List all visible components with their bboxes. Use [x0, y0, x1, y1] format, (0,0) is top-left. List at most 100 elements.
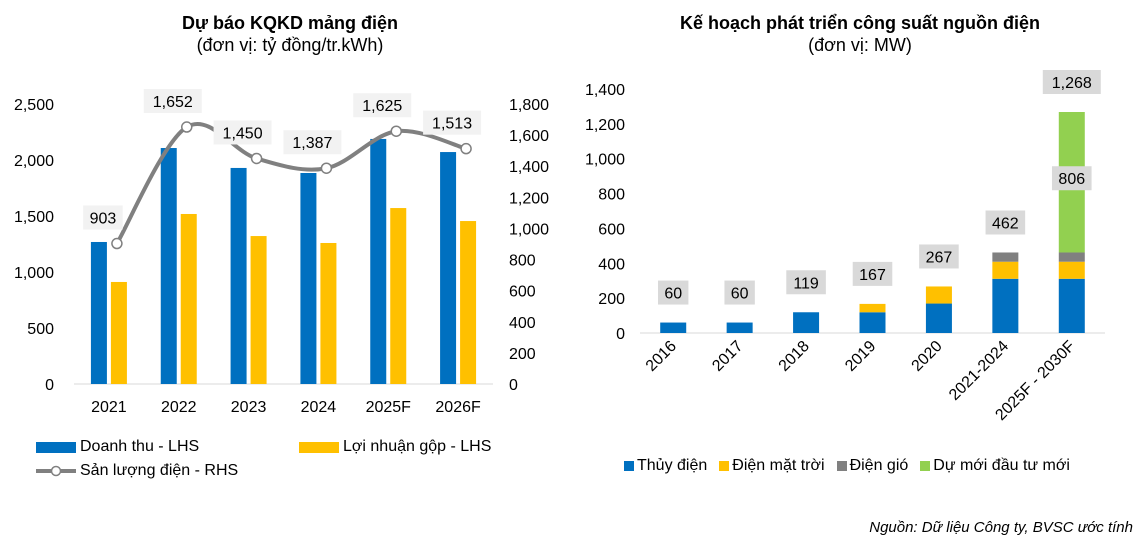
x-tick-label: 2024 [301, 399, 337, 416]
line-output-data-label-bg [213, 120, 272, 145]
right-y-tick-label: 200 [509, 346, 536, 363]
right-chart-y-tick-label: 400 [598, 256, 625, 273]
bar-gross-profit [320, 242, 337, 384]
line-output-point [320, 162, 333, 174]
total-data-label: 167 [859, 267, 886, 284]
legend-swatch-revenue [36, 441, 76, 453]
left-chart-title-text: Dự báo KQKD mảng điện [181, 13, 399, 33]
left-y-tick-label: 2,500 [14, 97, 54, 114]
line-output-data-label-bg [353, 93, 412, 118]
total-data-label: 60 [731, 286, 749, 303]
bar-segment-hydro [1058, 278, 1085, 333]
bar-segment-hydro [793, 312, 820, 333]
bar-segment-solar [992, 261, 1019, 279]
line-output-point [460, 142, 472, 155]
total-data-label: 462 [992, 215, 1019, 232]
bar-revenue [300, 172, 317, 384]
bar-gross-profit [390, 208, 407, 384]
x-tick-label: 2023 [231, 399, 267, 416]
right-x-tick-label: 2019 [842, 338, 879, 375]
bar-segment-hydro [660, 322, 687, 333]
right-y-tick-label: 1,200 [509, 190, 549, 207]
line-output-data-label: 903 [90, 211, 117, 228]
bar-revenue [90, 241, 107, 384]
bar-gross-profit [250, 236, 267, 384]
left-chart-title: Dự báo KQKD mảng điện (đơn vị: tỷ đồng/t… [40, 12, 540, 56]
right-y-tick-label: 1,000 [509, 221, 549, 238]
bar-segment-wind [992, 252, 1019, 262]
bar-segment-hydro [925, 303, 952, 333]
line-output-data-label-bg [283, 130, 342, 155]
total-data-label-bg [1042, 70, 1101, 95]
right-legend: Thủy điện Điện mặt trời Điện gió Dự mới … [624, 457, 1070, 475]
line-output-data-label: 1,513 [432, 116, 472, 133]
legend-label-solar: Điện mặt trời [732, 457, 825, 474]
right-x-tick-label: 2020 [909, 338, 946, 375]
total-data-label-bg [658, 280, 689, 305]
line-output-point [390, 125, 402, 137]
line-output-point [111, 237, 123, 250]
line-output-data-label-bg [143, 89, 202, 114]
bar-segment-solar [859, 303, 886, 313]
bar-gross-profit [110, 281, 127, 384]
total-data-label-bg [786, 270, 826, 295]
line-output-data-label: 1,450 [223, 125, 263, 142]
x-tick-label: 2026F [435, 399, 481, 416]
legend-swatch-wind [836, 461, 847, 471]
right-x-tick-label: 2017 [709, 338, 746, 375]
right-chart-y-tick-label: 1,400 [585, 82, 625, 99]
legend-label-output: Sản lượng điện - RHS [80, 462, 239, 479]
bar-segment-hydro [992, 278, 1019, 333]
right-chart-y-tick-label: 1,200 [585, 117, 625, 134]
x-tick-label: 2022 [161, 399, 197, 416]
line-output-data-label-bg [423, 110, 482, 135]
legend-label-hydro: Thủy điện [637, 457, 708, 474]
bar-segment-wind [1058, 252, 1085, 262]
bar-revenue [230, 167, 247, 384]
right-y-tick-label: 800 [509, 253, 536, 270]
legend-label-wind: Điện gió [849, 457, 909, 474]
bar-segment-solar [925, 286, 952, 304]
legend-label-gross-profit: Lợi nhuận gộp - LHS [343, 438, 492, 455]
right-y-tick-label: 400 [509, 315, 536, 332]
legend-label-revenue: Doanh thu - LHS [80, 438, 200, 455]
line-output-data-label: 1,387 [292, 135, 332, 152]
right-chart-y-tick-label: 1,000 [585, 152, 625, 169]
bar-gross-profit [460, 221, 477, 384]
left-legend-item-revenue: Doanh thu - LHS [36, 438, 199, 456]
left-chart-subtitle: (đơn vị: tỷ đồng/tr.kWh) [196, 35, 384, 55]
line-output-data-label: 1,652 [153, 94, 193, 111]
right-x-tick-label: 2021-2024 [946, 338, 1012, 404]
right-x-tick-label: 2018 [776, 338, 813, 375]
bar-revenue [370, 138, 387, 384]
left-legend-item-gross-profit: Lợi nhuận gộp - LHS [299, 438, 491, 456]
line-output-data-label: 1,625 [362, 98, 402, 115]
left-y-tick-label: 2,000 [14, 153, 54, 170]
right-chart-subtitle: (đơn vị: MW) [808, 35, 912, 55]
legend-swatch-output-line-icon [36, 465, 76, 477]
left-y-tick-label: 1,000 [14, 265, 54, 282]
legend-swatch-hydro [624, 461, 634, 471]
right-y-tick-label: 0 [509, 377, 518, 394]
right-y-tick-label: 1,600 [509, 128, 549, 145]
segment-data-label-bg [1051, 166, 1092, 191]
right-chart-y-tick-label: 600 [598, 221, 625, 238]
right-chart-y-tick-label: 0 [616, 326, 625, 343]
left-y-tick-label: 1,500 [14, 209, 54, 226]
line-output-data-label-bg [83, 205, 123, 230]
bar-gross-profit [180, 213, 197, 384]
right-y-tick-label: 1,800 [509, 97, 549, 114]
total-data-label-bg [724, 280, 755, 305]
right-x-tick-label: 2016 [643, 338, 680, 375]
bar-segment-hydro [726, 322, 753, 333]
total-data-label: 60 [664, 286, 682, 303]
right-chart-title-text: Kế hoạch phát triển công suất nguồn điện [679, 13, 1040, 33]
x-tick-label: 2021 [91, 399, 127, 416]
left-legend-item-output: Sản lượng điện - RHS [36, 462, 238, 480]
legend-label-new-projects: Dự mới đầu tư mới [933, 457, 1070, 474]
line-output-point [181, 121, 193, 133]
total-data-label-bg [985, 210, 1026, 235]
bar-segment-solar [1058, 261, 1085, 279]
